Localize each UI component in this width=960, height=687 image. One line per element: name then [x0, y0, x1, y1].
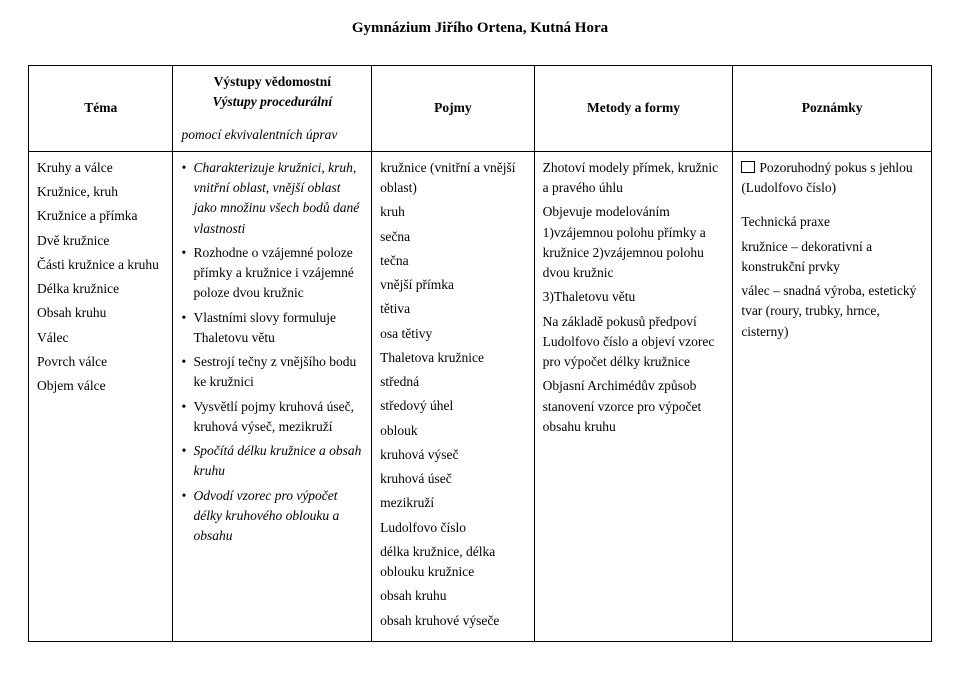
- pojmy-item: oblouk: [380, 421, 526, 441]
- tema-item: Kružnice, kruh: [37, 182, 164, 202]
- metody-item: Objasní Archimédův způsob stanovení vzor…: [543, 376, 725, 437]
- vystupy-item: Vysvětlí pojmy kruhová úseč, kruhová výs…: [181, 397, 363, 438]
- metody-item: Objevuje modelováním 1)vzájemnou polohu …: [543, 202, 725, 283]
- vystupy-list: Charakterizuje kružnici, kruh, vnitřní o…: [181, 158, 363, 547]
- vystupy-item: Spočítá délku kružnice a obsah kruhu: [181, 441, 363, 482]
- tema-group-title: Kruhy a válce: [37, 158, 164, 178]
- tema-item: Části kružnice a kruhu: [37, 255, 164, 275]
- pojmy-item: délka kružnice, délka oblouku kružnice: [380, 542, 526, 583]
- cell-poznamky: Pozoruhodný pokus s jehlou (Ludolfovo čí…: [733, 151, 932, 641]
- tema-item: Objem válce: [37, 376, 164, 396]
- pojmy-item: vnější přímka: [380, 275, 526, 295]
- note-line: válec – snadná výroba, estetický tvar (r…: [741, 281, 923, 342]
- table-header-row: Téma Výstupy vědomostní Výstupy procedur…: [29, 66, 932, 119]
- cell-pojmy: kružnice (vnitřní a vnější oblast) kruh se…: [372, 151, 535, 641]
- tema-item: Obsah kruhu: [37, 303, 164, 323]
- pojmy-item: středná: [380, 372, 526, 392]
- pojmy-item: osa tětivy: [380, 324, 526, 344]
- pojmy-item: obsah kruhu: [380, 586, 526, 606]
- cell-metody: Zhotoví modely přímek, kružnic a pravého…: [534, 151, 733, 641]
- note-book-text: Pozoruhodný pokus s jehlou (Ludolfovo čí…: [741, 160, 912, 195]
- pojmy-item: sečna: [380, 227, 526, 247]
- metody-list: Zhotoví modely přímek, kružnic a pravého…: [543, 158, 725, 437]
- pojmy-item: kruh: [380, 202, 526, 222]
- pojmy-item: kruhová úseč: [380, 469, 526, 489]
- pojmy-item: obsah kruhové výseče: [380, 611, 526, 631]
- col-header-poznamky: Poznámky: [733, 66, 932, 152]
- col-header-vystupy-cont: pomocí ekvivalentních úprav: [173, 119, 372, 152]
- pojmy-item: kruhová výseč: [380, 445, 526, 465]
- metody-item: Zhotoví modely přímek, kružnic a pravého…: [543, 158, 725, 199]
- pojmy-item: Ludolfovo číslo: [380, 518, 526, 538]
- pojmy-list: kružnice (vnitřní a vnější oblast) kruh se…: [380, 158, 526, 631]
- tema-item: Povrch válce: [37, 352, 164, 372]
- tema-item: Dvě kružnice: [37, 231, 164, 251]
- note-line: Technická praxe: [741, 212, 923, 232]
- vystupy-item: Rozhodne o vzájemné poloze přímky a kruž…: [181, 243, 363, 304]
- curriculum-table: Téma Výstupy vědomostní Výstupy procedur…: [28, 65, 932, 642]
- pojmy-item: středový úhel: [380, 396, 526, 416]
- tema-item: Kružnice a přímka: [37, 206, 164, 226]
- tema-item: Válec: [37, 328, 164, 348]
- continuation-text: pomocí ekvivalentních úprav: [181, 127, 337, 142]
- cell-vystupy: Charakterizuje kružnici, kruh, vnitřní o…: [173, 151, 372, 641]
- pojmy-item: kružnice (vnitřní a vnější oblast): [380, 158, 526, 199]
- col-header-pojmy: Pojmy: [372, 66, 535, 152]
- col-header-tema: Téma: [29, 66, 173, 152]
- pojmy-item: Thaletova kružnice: [380, 348, 526, 368]
- pojmy-item: mezikruží: [380, 493, 526, 513]
- tema-item: Délka kružnice: [37, 279, 164, 299]
- col-header-vystupy-l2: Výstupy procedurální: [181, 92, 363, 112]
- pojmy-item: tětiva: [380, 299, 526, 319]
- col-header-vystupy: Výstupy vědomostní Výstupy procedurální: [173, 66, 372, 119]
- vystupy-item: Vlastními slovy formuluje Thaletovu větu: [181, 308, 363, 349]
- table-row: Kruhy a válce Kružnice, kruh Kružnice a …: [29, 151, 932, 641]
- metody-item: 3)Thaletovu větu: [543, 287, 725, 307]
- cell-tema: Kruhy a válce Kružnice, kruh Kružnice a …: [29, 151, 173, 641]
- vystupy-item: Odvodí vzorec pro výpočet délky kruhovéh…: [181, 486, 363, 547]
- document-header: Gymnázium Jiřího Ortena, Kutná Hora: [28, 20, 932, 37]
- book-icon: [741, 161, 755, 173]
- note-line: kružnice – dekorativní a konstrukční prv…: [741, 237, 923, 278]
- vystupy-item: Charakterizuje kružnici, kruh, vnitřní o…: [181, 158, 363, 239]
- pojmy-item: tečna: [380, 251, 526, 271]
- col-header-metody: Metody a formy: [534, 66, 733, 152]
- metody-item: Na základě pokusů předpoví Ludolfovo čís…: [543, 312, 725, 373]
- col-header-vystupy-l1: Výstupy vědomostní: [181, 72, 363, 92]
- note-with-icon: Pozoruhodný pokus s jehlou (Ludolfovo čí…: [741, 158, 923, 199]
- vystupy-item: Sestrojí tečny z vnějšího bodu ke kružni…: [181, 352, 363, 393]
